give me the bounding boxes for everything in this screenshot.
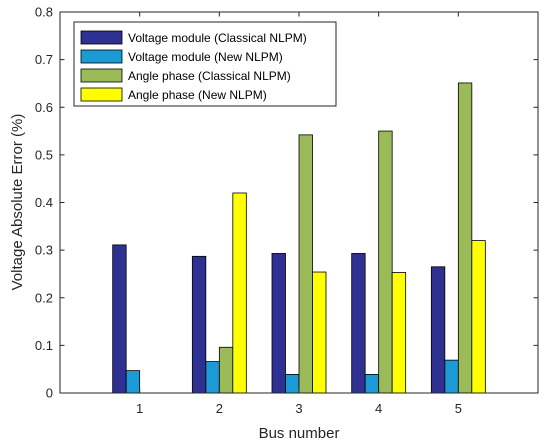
y-tick-label: 0.1 xyxy=(35,338,53,353)
bar-bus-1-series-1 xyxy=(112,244,127,394)
bar-bus-1-series-2 xyxy=(125,370,141,394)
bar-bus-2-series-4 xyxy=(232,192,247,394)
bar-bus-5-series-4 xyxy=(471,240,486,394)
bar-bus-3-series-2 xyxy=(285,374,300,394)
y-tick-label: 0.7 xyxy=(35,52,53,67)
y-tick-label: 0.3 xyxy=(35,243,53,258)
bar-bus-5-series-1 xyxy=(430,266,446,394)
bar-bus-4-series-2 xyxy=(364,374,380,394)
legend-label: Voltage module (Classical NLPM) xyxy=(128,31,307,45)
bar-bus-3-series-4 xyxy=(312,271,327,394)
plot-frame xyxy=(59,11,539,394)
legend-label: Angle phase (Classical NLPM) xyxy=(128,69,291,83)
legend-swatch xyxy=(80,87,123,102)
y-tick-label: 0.5 xyxy=(35,147,53,162)
bar-bus-4-series-1 xyxy=(351,253,366,394)
bar-bus-4-series-3 xyxy=(378,130,393,394)
legend-swatch xyxy=(80,68,123,83)
bar-bus-3-series-3 xyxy=(298,134,313,394)
x-tick-label: 3 xyxy=(295,401,302,416)
y-tick-label: 0.8 xyxy=(35,5,53,20)
x-tick-label: 5 xyxy=(455,401,462,416)
x-tick-label: 2 xyxy=(216,401,223,416)
y-ticks-group: 0 0.1 0.2 0.3 0.4 0.5 0.6 0.7 0.8 xyxy=(35,5,538,401)
y-tick-label: 0.6 xyxy=(35,100,53,115)
legend-label: Voltage module (New NLPM) xyxy=(128,50,283,64)
y-tick-label: 0.2 xyxy=(35,290,53,305)
bar-bus-4-series-4 xyxy=(391,272,407,394)
legend-swatch xyxy=(80,30,123,45)
bars-group xyxy=(112,82,486,394)
x-axis-title: Bus number xyxy=(259,425,340,442)
bar-bus-2-series-2 xyxy=(205,361,220,394)
bar-bus-5-series-2 xyxy=(444,359,459,394)
bar-bus-2-series-1 xyxy=(191,255,207,394)
legend: Voltage module (Classical NLPM) Voltage m… xyxy=(73,21,337,107)
x-tick-label: 1 xyxy=(136,401,143,416)
y-axis-title: Voltage Absolute Error (%) xyxy=(9,114,26,291)
bar-bus-2-series-3 xyxy=(218,346,234,394)
legend-swatch xyxy=(80,49,123,64)
bar-bus-5-series-3 xyxy=(457,82,473,394)
y-tick-label: 0.4 xyxy=(35,195,53,210)
x-ticks-group: 1 2 3 4 5 xyxy=(136,12,462,416)
y-tick-label: 0 xyxy=(46,386,53,401)
x-tick-label: 4 xyxy=(375,401,382,416)
bar-bus-3-series-1 xyxy=(271,253,286,394)
legend-label: Angle phase (New NLPM) xyxy=(128,88,267,102)
